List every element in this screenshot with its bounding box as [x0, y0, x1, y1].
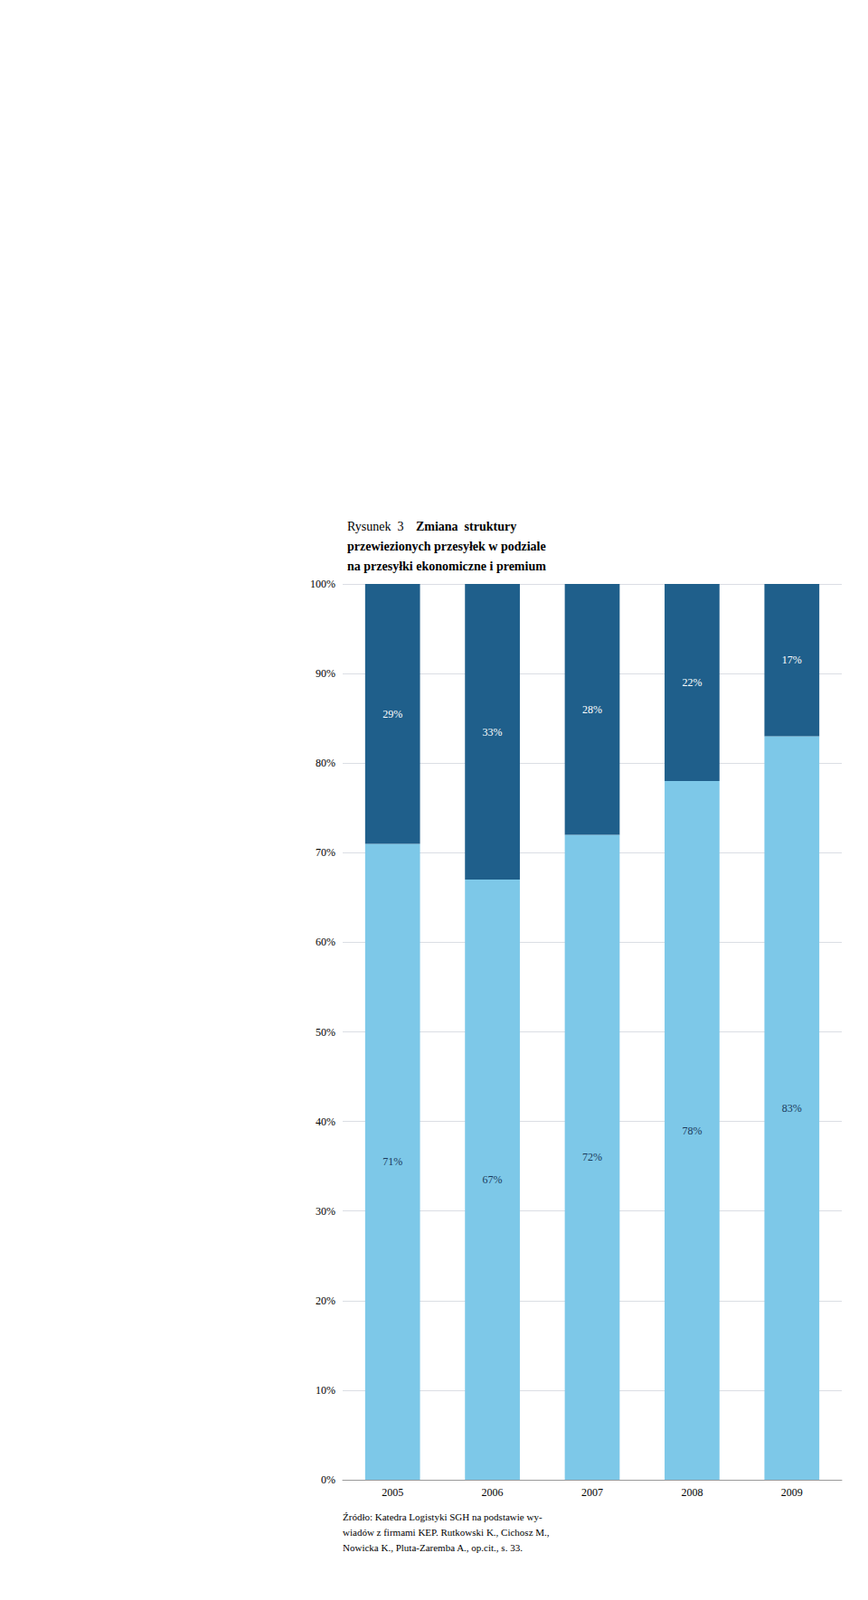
- svg-text:30%: 30%: [315, 1205, 336, 1218]
- svg-text:28%: 28%: [582, 703, 603, 717]
- svg-text:2006: 2006: [481, 1486, 504, 1500]
- svg-text:70%: 70%: [315, 846, 336, 859]
- svg-text:2005: 2005: [381, 1486, 404, 1500]
- svg-text:90%: 90%: [315, 667, 336, 680]
- svg-text:Nowicka K., Pluta-Zaremba A.,: Nowicka K., Pluta-Zaremba A., op.cit., s…: [342, 1542, 523, 1554]
- svg-text:50%: 50%: [315, 1026, 336, 1039]
- svg-text:22%: 22%: [681, 676, 702, 689]
- svg-text:33%: 33%: [482, 726, 503, 739]
- svg-text:29%: 29%: [382, 707, 403, 721]
- svg-text:100%: 100%: [310, 577, 336, 591]
- svg-text:72%: 72%: [582, 1151, 603, 1164]
- svg-text:przewiezionych przesyłek w pod: przewiezionych przesyłek w podziale: [347, 539, 547, 554]
- svg-text:2007: 2007: [581, 1486, 604, 1500]
- svg-text:71%: 71%: [382, 1155, 403, 1169]
- svg-text:Źródło: Katedra Logistyki SGH: Źródło: Katedra Logistyki SGH na podstaw…: [342, 1511, 543, 1523]
- svg-text:10%: 10%: [315, 1384, 336, 1397]
- svg-text:0%: 0%: [320, 1473, 336, 1487]
- svg-text:wiadów z firmami KEP. Rutkowsk: wiadów z firmami KEP. Rutkowski K., Cich…: [342, 1527, 550, 1538]
- svg-text:2009: 2009: [781, 1486, 803, 1500]
- svg-text:83%: 83%: [782, 1102, 802, 1115]
- svg-text:Zmiana struktury: Zmiana struktury: [415, 519, 517, 534]
- svg-text:78%: 78%: [681, 1124, 702, 1138]
- svg-text:2008: 2008: [680, 1486, 703, 1500]
- svg-text:67%: 67%: [482, 1173, 503, 1187]
- svg-text:na przesyłki ekonomiczne i pre: na przesyłki ekonomiczne i premium: [347, 559, 547, 574]
- svg-text:17%: 17%: [782, 653, 802, 667]
- svg-text:60%: 60%: [315, 935, 336, 949]
- svg-text:20%: 20%: [315, 1294, 336, 1308]
- svg-text:40%: 40%: [315, 1115, 336, 1129]
- svg-text:80%: 80%: [315, 756, 336, 770]
- svg-text:Rysunek 3: Rysunek 3: [347, 519, 404, 534]
